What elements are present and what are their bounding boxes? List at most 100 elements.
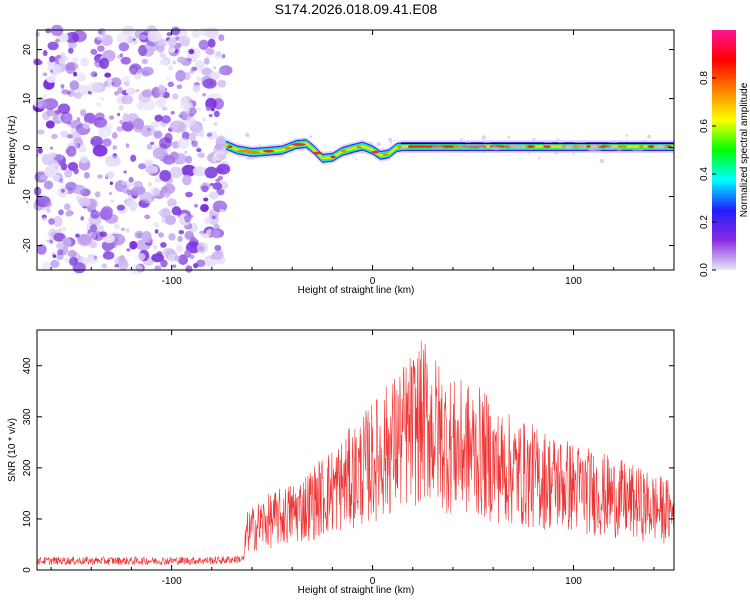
noise-blob [165,76,171,81]
noise-blob [172,60,177,65]
noise-blob [112,132,118,139]
noise-blob [76,72,87,82]
noise-blob [212,200,228,213]
noise-speck [247,135,250,138]
noise-blob [134,230,144,239]
noise-blob [60,162,68,171]
noise-blob [138,163,146,170]
noise-blob [182,174,192,186]
colorbar-tick-label: 0.0 [699,263,710,277]
noise-blob [88,214,102,226]
noise-speck [556,137,559,140]
noise-blob [67,134,74,139]
colorbar-tick-label: 0.8 [699,71,710,85]
noise-blob [200,204,209,212]
noise-blob [141,58,148,65]
noise-blob [203,197,209,202]
noise-blob [116,32,130,44]
noise-blob [159,170,172,182]
ridge-hotspot [263,149,275,153]
ridge-noise [505,143,520,148]
y-tick-label: -10 [22,189,33,204]
noise-blob [199,230,205,235]
noise-blob [202,93,206,97]
noise-blob [100,206,113,218]
noise-blob [208,191,219,200]
noise-blob [79,145,87,153]
noise-blob [90,210,100,219]
ridge-noise [478,145,485,150]
noise-blob [46,108,55,117]
noise-blob [42,98,59,110]
noise-blob [151,253,165,263]
noise-blob [154,130,163,139]
ridge-hotspot [382,153,389,156]
noise-blob [213,98,224,110]
snr-frame [36,329,675,571]
noise-blob [164,40,169,45]
noise-blob [146,237,154,244]
noise-blob [46,75,56,83]
noise-blob [69,80,80,91]
noise-blob [177,137,190,150]
noise-blob [167,253,177,263]
noise-blob [147,182,152,187]
noise-blob [105,155,121,167]
noise-blob [65,62,76,74]
noise-blob [46,208,51,214]
noise-blob [184,249,192,258]
noise-blob [185,191,193,198]
noise-blob [217,79,227,88]
x-tick-label: 0 [370,276,376,287]
snr-y-ticks: 0 100 200 300 400 [22,357,674,573]
spectrogram-frame [36,29,675,271]
noise-blob [189,107,197,115]
noise-blob [172,93,179,100]
noise-blob [212,182,223,191]
noise-blob [221,54,226,59]
noise-blob [196,259,206,268]
noise-blob [153,221,160,228]
noise-blob [90,135,103,147]
ridge-noise [400,145,407,150]
noise-blob [161,106,168,111]
noise-blob [211,229,221,239]
noise-speck [625,134,629,137]
noise-blob [87,82,103,93]
noise-blob [37,129,45,135]
noise-blob [48,218,55,225]
noise-speck [258,144,261,146]
noise-blob [218,34,225,42]
noise-blob [44,166,57,178]
noise-blob [117,259,129,270]
noise-blob [94,191,101,198]
noise-blob [124,81,130,87]
noise-blob [68,47,74,54]
noise-blob [47,41,59,51]
noise-blob [122,114,132,122]
noise-blob [63,203,71,211]
noise-blob [117,112,120,117]
y-tick-label: 400 [22,357,33,374]
noise-blob [169,120,185,133]
noise-blob [46,201,53,207]
noise-speck [538,156,541,160]
noise-blob [101,263,108,269]
noise-blob [218,68,226,75]
noise-blob [192,84,201,93]
noise-blob [154,265,162,271]
snr-series-line [36,340,674,566]
noise-blob [109,242,117,249]
noise-blob [196,76,202,81]
ridge-hotspot [356,145,362,149]
noise-blob [154,229,159,234]
noise-speck [393,139,396,142]
noise-blob [217,175,224,181]
colorbar-tick-label: 0.4 [699,167,710,181]
snr-x-ticks: -100 0 100 [50,330,655,587]
noise-blob [129,240,138,250]
y-tick-label: 20 [22,44,33,56]
noise-blob [72,262,86,274]
noise-blob [49,55,56,63]
x-tick-label: 100 [565,276,582,287]
